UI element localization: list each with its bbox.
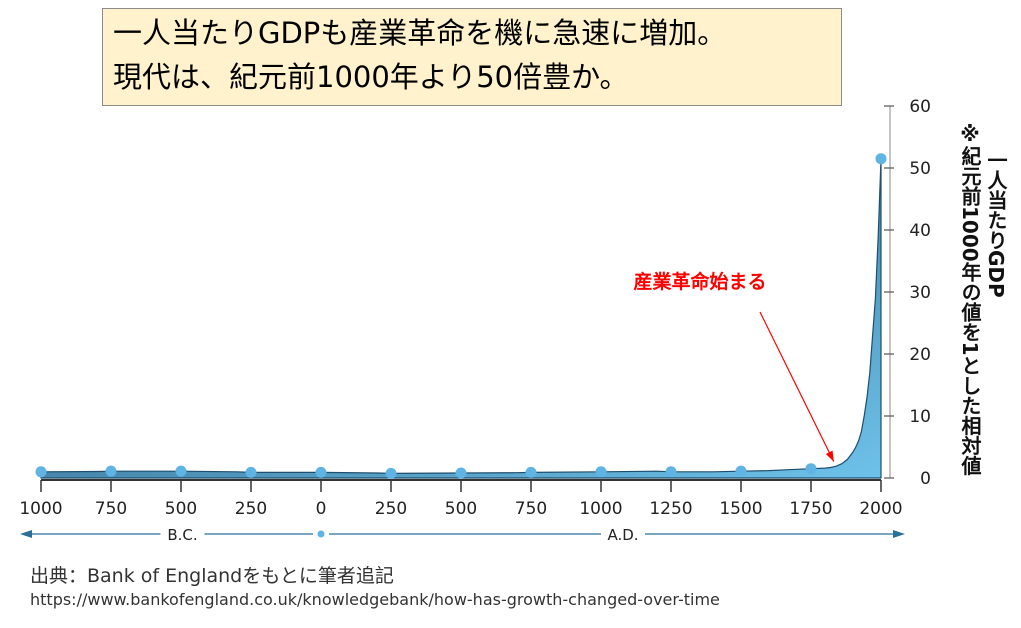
x-tick-label: 250 [235,499,267,519]
data-point-marker [315,466,327,478]
data-point-marker [805,463,817,475]
data-point-marker [175,465,187,477]
x-tick-label: 750 [515,499,547,519]
right-arrowhead [893,530,905,538]
ad-label-bg [601,524,645,544]
x-tick-label: 0 [316,499,327,519]
y-tick-label: 50 [909,159,931,179]
gdp-area-series [40,158,882,479]
y-tick-label: 0 [920,469,931,489]
data-point-marker [245,466,257,478]
x-tick-label: 2000 [859,499,902,519]
x-tick-label: 1000 [19,499,62,519]
annotation-arrow-line [759,311,835,462]
y-tick-label: 20 [909,345,931,365]
era-origin-dot [317,530,325,538]
headline-line-2: 現代は、紀元前1000年より50倍豊か。 [113,60,629,94]
headline-box: 一人当たりGDPも産業革命を機に急速に増加。 現代は、紀元前1000年より50倍… [102,8,842,106]
source-note: 出典：Bank of Englandをもとに筆者追記 https://www.b… [30,564,720,612]
data-point-marker [735,465,747,477]
source-line-1: 出典：Bank of Englandをもとに筆者追記 [30,565,394,587]
x-tick-label: 500 [445,499,477,519]
data-point-marker [875,153,887,165]
x-tick-label: 1750 [789,499,832,519]
annotation-label: 産業革命始まる [633,270,766,293]
data-point-marker [455,467,467,479]
data-point-marker [595,466,607,478]
source-url: https://www.bankofengland.co.uk/knowledg… [30,590,720,609]
x-tick-label: 750 [95,499,127,519]
headline-line-1: 一人当たりGDPも産業革命を機に急速に増加。 [113,16,727,50]
x-tick-label: 1250 [649,499,692,519]
y-axis-label-main: 一人当たりGDP [984,150,1008,298]
data-point-marker [105,465,117,477]
y-tick-label: 40 [909,221,931,241]
y-tick-label: 10 [909,407,931,427]
y-tick-label: 60 [909,97,931,117]
y-axis-label-note: ※紀元前1000年の値を1とした相対値 [958,122,982,476]
left-arrowhead [20,530,32,538]
data-point-marker [385,467,397,479]
x-tick-label: 250 [375,499,407,519]
x-tick-label: 500 [165,499,197,519]
data-point-marker [525,466,537,478]
ad-label: A.D. [607,526,638,544]
bc-label: B.C. [167,526,197,544]
y-tick-label: 30 [909,283,931,303]
x-tick-label: 1000 [579,499,622,519]
data-point-marker [35,466,47,478]
x-tick-label: 1500 [719,499,762,519]
annotation-arrowhead [825,450,834,462]
bc-label-bg [160,524,205,544]
data-point-marker [665,466,677,478]
